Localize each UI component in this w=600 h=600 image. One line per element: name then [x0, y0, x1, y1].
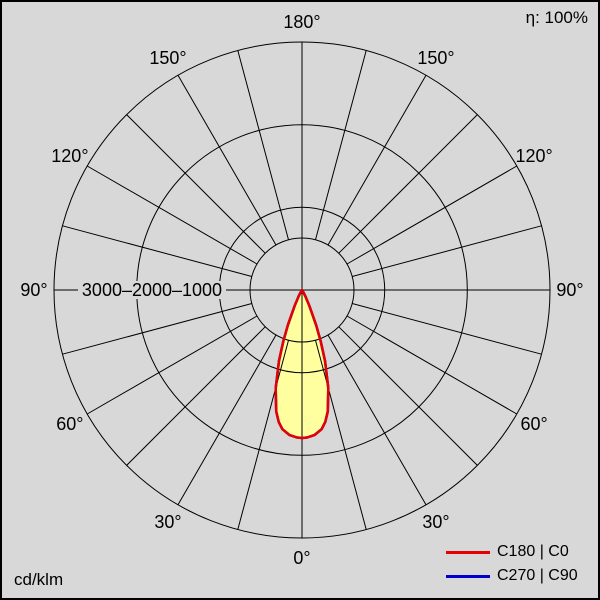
- unit-label: cd/klm: [14, 570, 64, 589]
- angle-label-90: 90°: [20, 280, 47, 300]
- angle-label-30: 30°: [422, 512, 449, 532]
- legend-item-c180-c0: C180 | C0: [446, 540, 578, 564]
- curve-c180-c0: [274, 288, 330, 440]
- legend-item-c270-c90: C270 | C90: [446, 564, 578, 588]
- legend: C180 | C0 C270 | C90: [446, 540, 578, 588]
- grid-radial-line: [352, 303, 542, 355]
- grid-radial-line: [346, 165, 518, 265]
- radial-label-backing: [78, 281, 226, 299]
- angle-label-120: 120°: [515, 146, 552, 166]
- angle-label-150: 150°: [149, 48, 186, 68]
- angle-label-150: 150°: [417, 48, 454, 68]
- angle-label-120: 120°: [51, 146, 88, 166]
- grid-radial-line: [237, 340, 289, 530]
- grid-radial-line: [346, 315, 518, 415]
- grid-radial-line: [352, 225, 542, 277]
- angle-label-60: 60°: [520, 414, 547, 434]
- grid-radial-line: [86, 315, 258, 415]
- grid-radial-line: [315, 340, 367, 530]
- grid-radial-line: [338, 326, 478, 466]
- grid-radial-line: [177, 334, 277, 506]
- angle-label-0: 0°: [293, 548, 310, 568]
- blue-curve-line-icon: [446, 574, 490, 578]
- grid-radial-line: [327, 334, 427, 506]
- angle-label-30: 30°: [154, 512, 181, 532]
- grid-radial-line: [126, 114, 266, 254]
- legend-label-c180-c0: C180 | C0: [497, 543, 569, 560]
- grid-radial-line: [62, 225, 252, 277]
- grid-radial-line: [126, 326, 266, 466]
- legend-label-c270-c90: C270 | C90: [497, 567, 578, 584]
- grid-radial-line: [177, 74, 277, 246]
- angle-label-90: 90°: [556, 280, 583, 300]
- grid-radial-line: [62, 303, 252, 355]
- grid-radial-line: [315, 50, 367, 240]
- grid-radial-line: [327, 74, 427, 246]
- grid-radial-line: [86, 165, 258, 265]
- grid-radial-line: [237, 50, 289, 240]
- grid-radial-line: [338, 114, 478, 254]
- efficiency-label: η: 100%: [525, 8, 588, 27]
- angle-label-180: 180°: [283, 12, 320, 32]
- angle-label-60: 60°: [56, 414, 83, 434]
- red-curve-line-icon: [446, 550, 490, 554]
- radial-tick-labels: 3000–2000–1000: [82, 280, 222, 300]
